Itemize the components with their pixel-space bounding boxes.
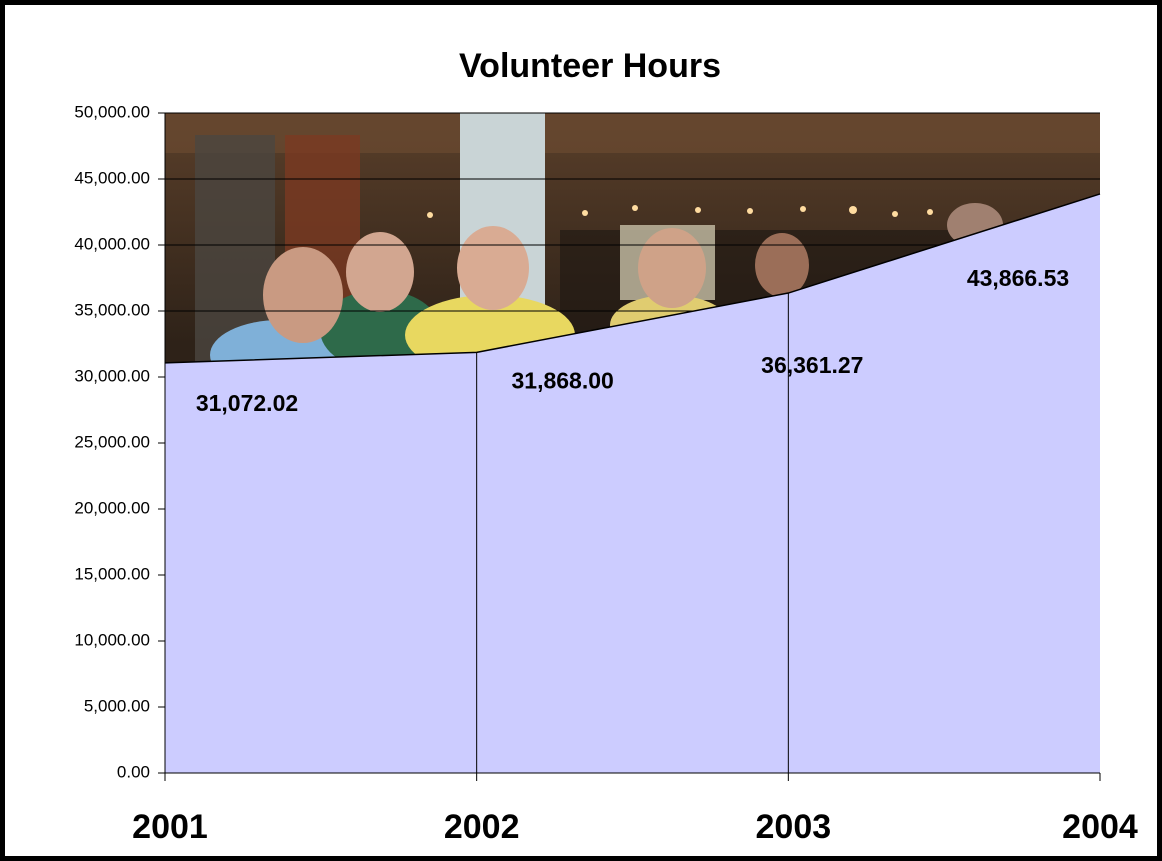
y-tick-label: 40,000.00 <box>74 234 150 253</box>
chart: Volunteer Hours 0.00 5,000.00 10,000.00 15,… <box>0 0 1162 861</box>
y-tick-label: 25,000.00 <box>74 432 150 451</box>
y-tick-label: 5,000.00 <box>84 696 150 715</box>
x-tick-label: 2004 <box>1062 808 1138 846</box>
data-label: 31,072.02 <box>196 390 298 416</box>
y-tick-label: 20,000.00 <box>74 498 150 517</box>
y-tick-label: 10,000.00 <box>74 630 150 649</box>
y-tick-label: 30,000.00 <box>74 366 150 385</box>
data-label: 36,361.27 <box>761 352 863 378</box>
chart-title: Volunteer Hours <box>459 47 721 85</box>
y-tick-label: 35,000.00 <box>74 300 150 319</box>
data-label: 31,868.00 <box>512 367 614 393</box>
x-tick-label: 2002 <box>444 808 520 846</box>
y-tick-label: 45,000.00 <box>74 168 150 187</box>
y-tick-label: 15,000.00 <box>74 564 150 583</box>
y-tick-label: 0.00 <box>117 762 150 781</box>
x-tick-label: 2003 <box>756 808 832 846</box>
data-label: 43,866.53 <box>967 265 1069 291</box>
y-tick-label: 50,000.00 <box>74 102 150 121</box>
x-tick-label: 2001 <box>132 808 208 846</box>
